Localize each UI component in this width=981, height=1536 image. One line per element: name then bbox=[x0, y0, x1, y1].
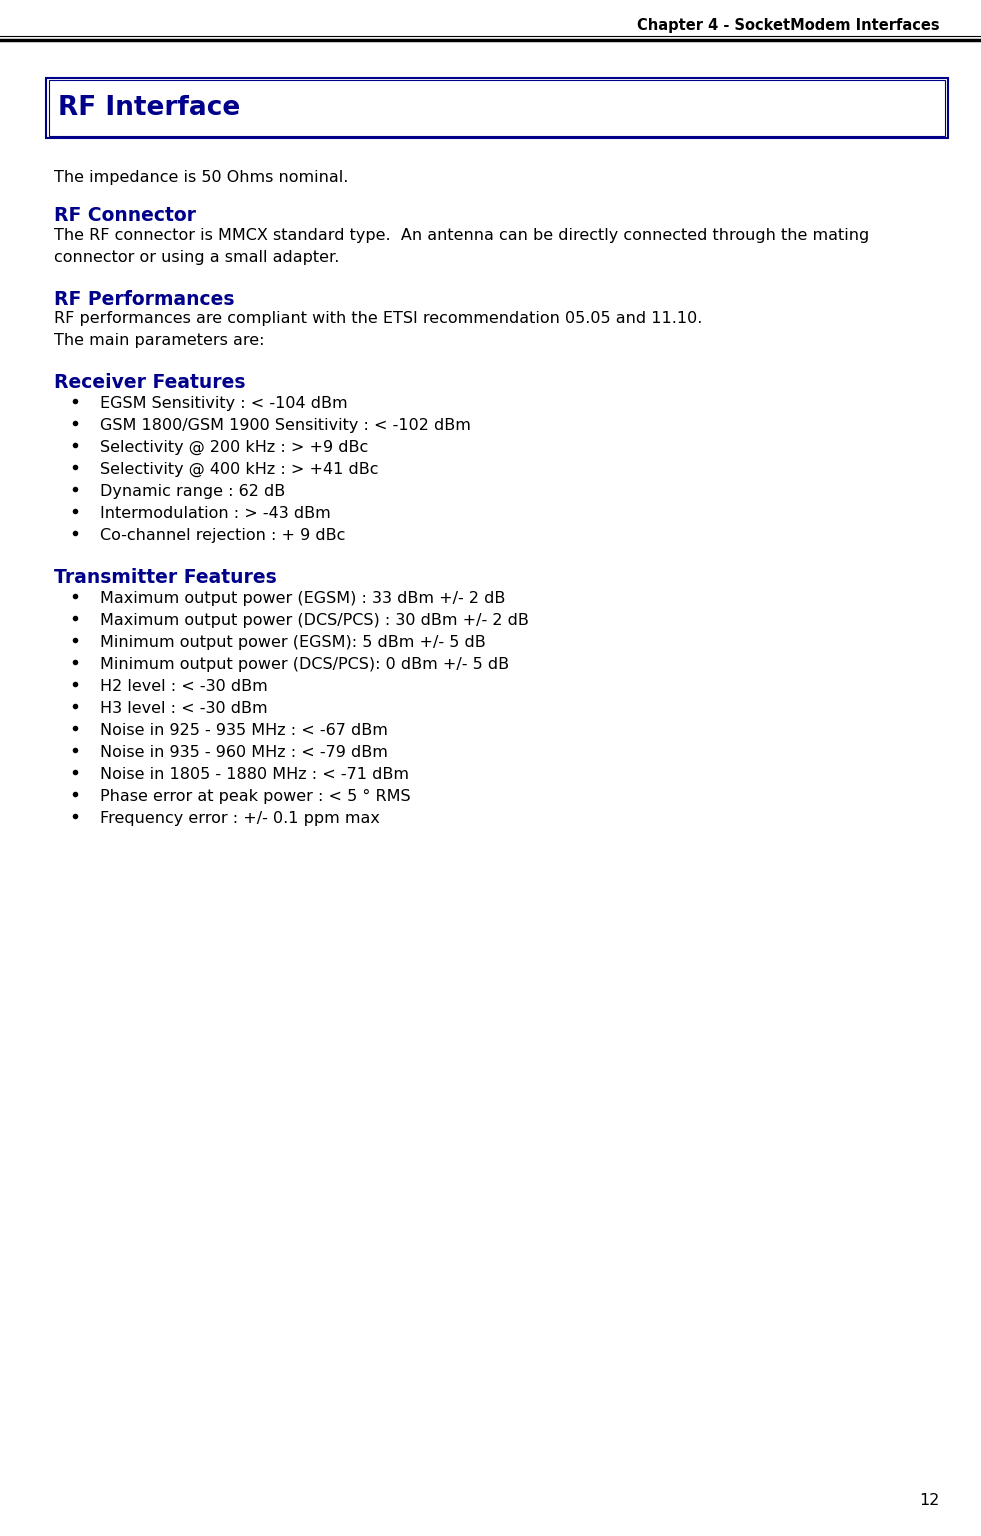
Text: Frequency error : +/- 0.1 ppm max: Frequency error : +/- 0.1 ppm max bbox=[100, 811, 380, 826]
Text: Dynamic range : 62 dB: Dynamic range : 62 dB bbox=[100, 484, 285, 499]
Text: 12: 12 bbox=[919, 1493, 940, 1508]
Text: Noise in 925 - 935 MHz : < -67 dBm: Noise in 925 - 935 MHz : < -67 dBm bbox=[100, 723, 387, 739]
Text: The main parameters are:: The main parameters are: bbox=[54, 333, 265, 349]
Text: Minimum output power (DCS/PCS): 0 dBm +/- 5 dB: Minimum output power (DCS/PCS): 0 dBm +/… bbox=[100, 657, 509, 673]
Text: Selectivity @ 200 kHz : > +9 dBc: Selectivity @ 200 kHz : > +9 dBc bbox=[100, 441, 368, 455]
Text: Maximum output power (EGSM) : 33 dBm +/- 2 dB: Maximum output power (EGSM) : 33 dBm +/-… bbox=[100, 591, 505, 607]
Text: Maximum output power (DCS/PCS) : 30 dBm +/- 2 dB: Maximum output power (DCS/PCS) : 30 dBm … bbox=[100, 613, 529, 628]
Text: Noise in 935 - 960 MHz : < -79 dBm: Noise in 935 - 960 MHz : < -79 dBm bbox=[100, 745, 387, 760]
Text: GSM 1800/GSM 1900 Sensitivity : < -102 dBm: GSM 1800/GSM 1900 Sensitivity : < -102 d… bbox=[100, 418, 471, 433]
Text: Phase error at peak power : < 5 ° RMS: Phase error at peak power : < 5 ° RMS bbox=[100, 790, 411, 805]
FancyBboxPatch shape bbox=[46, 78, 948, 138]
Text: RF Performances: RF Performances bbox=[54, 290, 234, 309]
Text: Minimum output power (EGSM): 5 dBm +/- 5 dB: Minimum output power (EGSM): 5 dBm +/- 5… bbox=[100, 634, 486, 650]
Text: The RF connector is MMCX standard type.  An antenna can be directly connected th: The RF connector is MMCX standard type. … bbox=[54, 227, 869, 243]
Text: connector or using a small adapter.: connector or using a small adapter. bbox=[54, 249, 339, 264]
Text: Chapter 4 - SocketModem Interfaces: Chapter 4 - SocketModem Interfaces bbox=[638, 18, 940, 32]
Text: RF performances are compliant with the ETSI recommendation 05.05 and 11.10.: RF performances are compliant with the E… bbox=[54, 312, 702, 326]
Text: Selectivity @ 400 kHz : > +41 dBc: Selectivity @ 400 kHz : > +41 dBc bbox=[100, 462, 379, 478]
Text: H2 level : < -30 dBm: H2 level : < -30 dBm bbox=[100, 679, 268, 694]
Text: EGSM Sensitivity : < -104 dBm: EGSM Sensitivity : < -104 dBm bbox=[100, 396, 347, 412]
Text: Co-channel rejection : + 9 dBc: Co-channel rejection : + 9 dBc bbox=[100, 528, 345, 544]
Text: Receiver Features: Receiver Features bbox=[54, 373, 245, 392]
Text: Intermodulation : > -43 dBm: Intermodulation : > -43 dBm bbox=[100, 507, 331, 521]
Text: The impedance is 50 Ohms nominal.: The impedance is 50 Ohms nominal. bbox=[54, 170, 348, 184]
Text: RF Interface: RF Interface bbox=[58, 95, 240, 121]
Text: RF Connector: RF Connector bbox=[54, 206, 196, 224]
Text: Transmitter Features: Transmitter Features bbox=[54, 568, 277, 587]
Text: Noise in 1805 - 1880 MHz : < -71 dBm: Noise in 1805 - 1880 MHz : < -71 dBm bbox=[100, 766, 409, 782]
Text: H3 level : < -30 dBm: H3 level : < -30 dBm bbox=[100, 700, 268, 716]
